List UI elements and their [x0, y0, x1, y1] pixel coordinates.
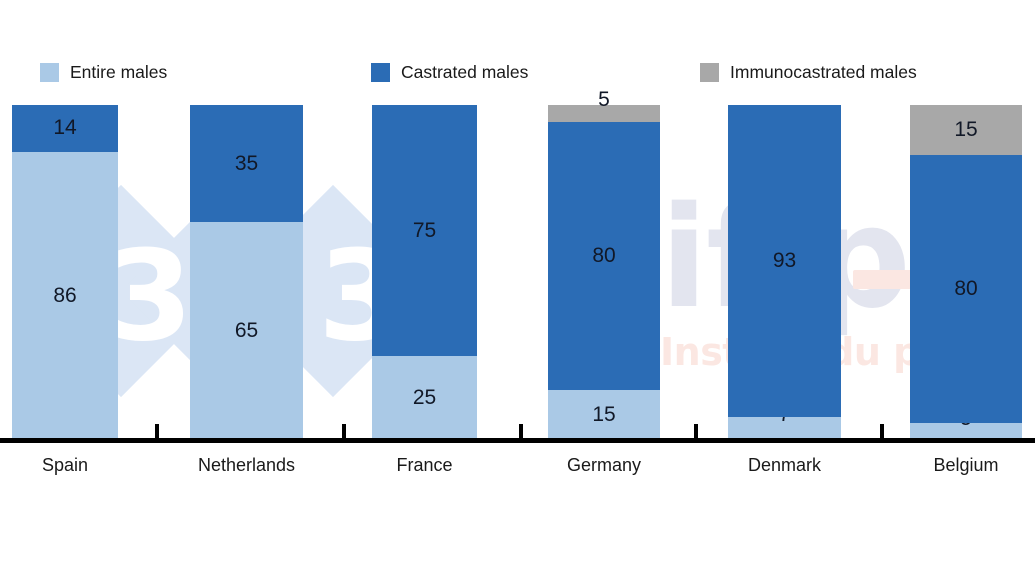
bar-segment[interactable]: 15: [548, 389, 660, 440]
chart-legend: Entire males Castrated males Immunocastrat…: [0, 60, 1035, 88]
category-label-netherlands: Netherlands: [197, 455, 296, 475]
bar-value-label: 80: [954, 277, 978, 301]
bar-segment[interactable]: 86: [12, 151, 118, 440]
bar-segment[interactable]: 80: [910, 155, 1022, 424]
bar-segment[interactable]: 75: [372, 105, 477, 357]
axis-tick: [342, 424, 346, 438]
bar-segment[interactable]: 7: [728, 403, 841, 440]
legend-item-entire[interactable]: Entire males: [40, 62, 167, 83]
bar-value-label: 15: [592, 402, 616, 426]
bar-group-germany[interactable]: 15 80 5: [548, 88, 660, 440]
axis-tick: [155, 424, 159, 438]
legend-label-immuno: Immunocastrated males: [730, 62, 917, 82]
axis-tick: [694, 424, 698, 438]
axis-tick: [519, 424, 523, 438]
bar-group-netherlands[interactable]: 65 35: [190, 105, 303, 440]
bar-value-label: 25: [412, 386, 437, 410]
bar-value-label: 14: [53, 116, 77, 140]
bar-group-spain[interactable]: 86 14: [12, 105, 118, 440]
bar-group-france[interactable]: 25 75: [372, 105, 477, 440]
bar-value-label: 93: [772, 248, 797, 272]
bar-segment[interactable]: 25: [372, 356, 477, 440]
bar-segment[interactable]: 65: [190, 222, 303, 440]
x-axis-line: [0, 438, 1035, 443]
bar-value-label: 35: [234, 151, 259, 175]
bar-value-label: 80: [592, 243, 616, 267]
axis-tick: [880, 424, 884, 438]
legend-item-castrated[interactable]: Castrated males: [371, 62, 528, 83]
plot-area: 86 14 65 35 25 75 15 80 5 7 93 5 80 15: [0, 88, 1035, 440]
bar-segment[interactable]: 35: [190, 105, 303, 223]
bar-value-label: 86: [53, 283, 77, 307]
bar-segment[interactable]: 93: [728, 105, 841, 417]
category-label-denmark: Denmark: [747, 455, 822, 475]
legend-item-immuno[interactable]: Immunocastrated males: [700, 62, 917, 83]
bar-value-label: 15: [954, 118, 978, 142]
legend-swatch-castrated: [371, 63, 390, 82]
bar-segment[interactable]: 80: [548, 121, 660, 390]
category-label-france: France: [396, 455, 453, 475]
bar-group-denmark[interactable]: 7 93: [728, 105, 841, 440]
legend-swatch-entire: [40, 63, 59, 82]
bar-value-label: 75: [412, 218, 437, 242]
category-label-spain: Spain: [41, 455, 89, 475]
bar-value-label: 5: [598, 88, 610, 112]
bar-segment[interactable]: 14: [12, 105, 118, 152]
bar-segment[interactable]: 15: [910, 105, 1022, 156]
category-label-belgium: Belgium: [933, 455, 999, 475]
category-label-germany: Germany: [566, 455, 642, 475]
legend-swatch-immuno: [700, 63, 719, 82]
bar-value-label: 65: [234, 319, 259, 343]
bar-segment[interactable]: 5: [548, 88, 660, 122]
bar-group-belgium[interactable]: 58015: [910, 105, 1022, 440]
legend-label-entire: Entire males: [70, 62, 168, 82]
legend-label-castrated: Castrated males: [401, 62, 529, 82]
